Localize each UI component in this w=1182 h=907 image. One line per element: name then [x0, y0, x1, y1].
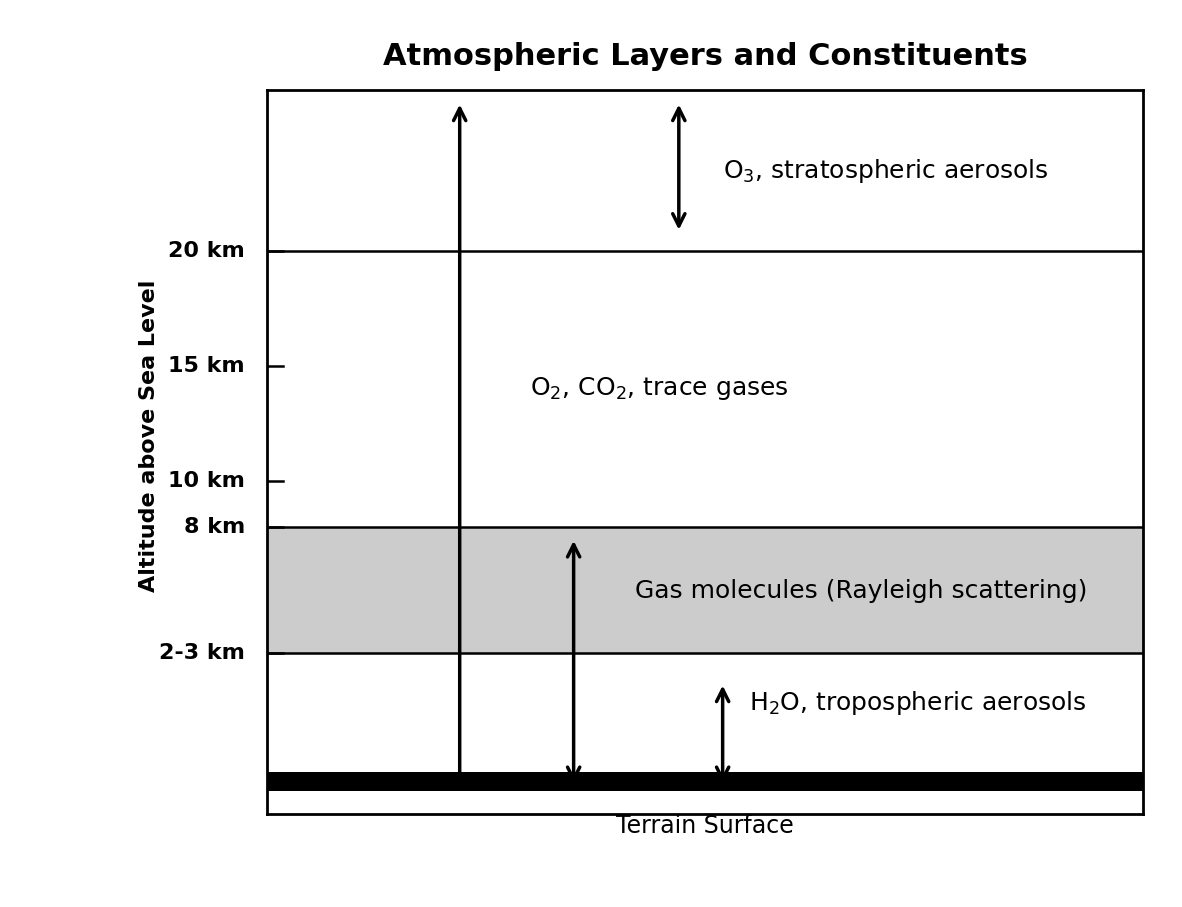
- Text: Altitude above Sea Level: Altitude above Sea Level: [138, 279, 158, 592]
- Text: H$_2$O, tropospheric aerosols: H$_2$O, tropospheric aerosols: [749, 689, 1086, 717]
- Text: 8 km: 8 km: [183, 516, 245, 537]
- Bar: [267, 527, 1143, 653]
- Text: Gas molecules (Rayleigh scattering): Gas molecules (Rayleigh scattering): [635, 579, 1087, 603]
- Text: 2-3 km: 2-3 km: [160, 643, 245, 663]
- Bar: [267, 772, 1143, 791]
- Text: 20 km: 20 km: [168, 241, 245, 261]
- Text: 15 km: 15 km: [168, 356, 245, 375]
- Text: O$_3$, stratospheric aerosols: O$_3$, stratospheric aerosols: [722, 157, 1048, 185]
- Text: O$_2$, CO$_2$, trace gases: O$_2$, CO$_2$, trace gases: [530, 375, 788, 402]
- Title: Atmospheric Layers and Constituents: Atmospheric Layers and Constituents: [383, 43, 1027, 72]
- Text: Terrain Surface: Terrain Surface: [616, 814, 794, 837]
- Text: 10 km: 10 km: [168, 471, 245, 491]
